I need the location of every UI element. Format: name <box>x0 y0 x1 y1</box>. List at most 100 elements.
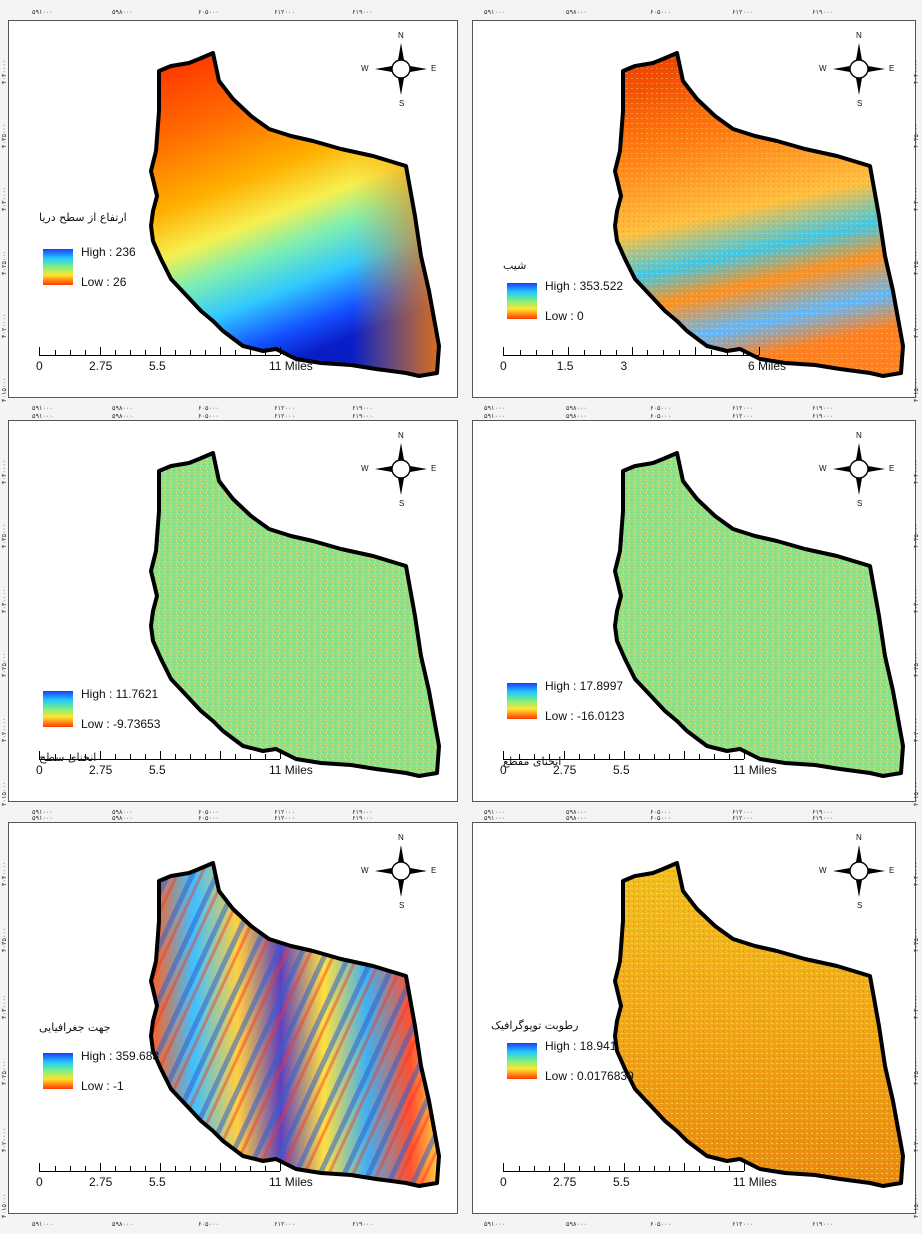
compass-n: N <box>856 31 862 40</box>
basin-raster <box>613 51 905 378</box>
x-coordinate-label: ۶۱۹۰۰۰ <box>352 815 373 822</box>
y-coordinate-label-right: ۴۰۲۰۰۰۰ <box>913 1127 920 1152</box>
y-coordinate-label-left: ۴۰۴۰۰۰۰ <box>1 59 8 84</box>
x-coordinate-label: ۶۱۲۰۰۰ <box>732 413 753 420</box>
y-coordinate-label-right: ۴۰۱۵۰۰۰ <box>913 377 920 402</box>
scale-label: 11 Miles <box>733 763 777 777</box>
x-coordinate-label: ۶۰۵۰۰۰ <box>198 413 219 420</box>
y-coordinate-label-left: ۴۰۲۰۰۰۰ <box>1 313 8 339</box>
x-coordinate-label: ۵۹۱۰۰۰ <box>484 413 505 420</box>
x-coordinate-label: ۶۱۹۰۰۰ <box>352 809 373 816</box>
x-coordinate-label: ۶۱۲۰۰۰ <box>732 405 753 412</box>
x-coordinate-label: ۶۱۲۰۰۰ <box>274 1221 295 1228</box>
x-coordinate-label: ۶۰۵۰۰۰ <box>198 815 219 822</box>
x-coordinate-label: ۶۱۲۰۰۰ <box>274 405 295 412</box>
x-coordinate-label: ۵۹۸۰۰۰ <box>566 815 587 822</box>
x-coordinate-label: ۵۹۱۰۰۰ <box>32 815 53 822</box>
scale-label: 5.5 <box>613 1175 630 1189</box>
legend-high-label: High : 17.8997 <box>545 679 624 693</box>
x-coordinate-label: ۶۱۲۰۰۰ <box>274 809 295 816</box>
scale-bar <box>39 1163 281 1172</box>
y-coordinate-label-right: ۴۰۲۵۰۰۰ <box>913 1060 920 1086</box>
y-coordinate-label-left: ۴۰۲۵۰۰۰ <box>1 250 8 275</box>
compass-s: S <box>399 499 405 508</box>
basin-raster <box>613 451 905 778</box>
legend-title: رطوبت توپوگرافیک <box>491 1019 579 1032</box>
scale-bar <box>39 347 281 356</box>
x-coordinate-label: ۵۹۸۰۰۰ <box>566 1221 587 1228</box>
compass-n: N <box>856 431 862 440</box>
y-coordinate-label-left: ۴۰۱۵۰۰۰ <box>1 377 8 402</box>
scale-label: 2.75 <box>553 763 577 777</box>
basin-raster <box>613 861 905 1188</box>
legend-color-ramp <box>507 1043 537 1079</box>
scale-label: 0 <box>500 763 507 777</box>
y-coordinate-label-right: ۴۰۲۰۰۰۰ <box>913 717 920 742</box>
north-arrow-icon: N S E W <box>361 833 436 910</box>
y-coordinate-label-right: ۴۰۲۵۰۰۰ <box>913 250 920 275</box>
x-coordinate-label: ۶۱۹۰۰۰ <box>812 815 833 822</box>
y-coordinate-label-right: ۴۰۳۵۰۰۰ <box>913 123 920 148</box>
y-coordinate-label-left: ۴۰۲۰۰۰۰ <box>1 717 8 742</box>
y-coordinate-label-left: ۴۰۳۵۰۰۰ <box>1 123 8 148</box>
x-coordinate-label: ۵۹۱۰۰۰ <box>32 9 53 16</box>
legend-color-ramp <box>43 1053 73 1089</box>
compass-e: E <box>889 64 895 73</box>
compass-n: N <box>398 833 404 842</box>
compass-n: N <box>398 31 404 40</box>
x-coordinate-label: ۵۹۸۰۰۰ <box>112 1221 133 1228</box>
x-coordinate-label: ۵۹۱۰۰۰ <box>484 1221 505 1228</box>
scale-label: 11 Miles <box>269 763 313 777</box>
y-coordinate-label-right: ۴۰۳۰۰۰۰ <box>913 994 920 1019</box>
x-coordinate-label: ۶۱۹۰۰۰ <box>352 405 373 412</box>
legend-low-label: Low : 0 <box>545 309 584 323</box>
x-coordinate-label: ۵۹۸۰۰۰ <box>112 815 133 822</box>
x-coordinate-label: ۶۱۹۰۰۰ <box>352 413 373 420</box>
legend-high-label: High : 236 <box>81 245 136 259</box>
scale-label: 1.5 <box>556 359 574 373</box>
y-coordinate-label-right: ۴۰۱۵۰۰۰ <box>913 781 920 806</box>
x-coordinate-label: ۶۰۵۰۰۰ <box>198 9 219 16</box>
y-coordinate-label-right: ۴۰۳۰۰۰۰ <box>913 186 920 212</box>
legend-title: انحنای سطح <box>39 751 97 764</box>
compass-s: S <box>857 901 863 910</box>
x-coordinate-label: ۶۱۹۰۰۰ <box>812 413 833 420</box>
scale-label: 2.75 <box>89 359 113 373</box>
x-coordinate-label: ۶۱۹۰۰۰ <box>812 9 833 16</box>
scale-label: 5.5 <box>149 359 166 373</box>
x-coordinate-label: ۶۰۵۰۰۰ <box>650 815 671 822</box>
scale-label: 0 <box>500 359 507 373</box>
scale-label: 0 <box>500 1175 507 1189</box>
scale-bar <box>503 347 760 356</box>
x-coordinate-label: ۶۰۵۰۰۰ <box>650 1221 671 1228</box>
y-coordinate-label-left: ۴۰۲۵۰۰۰ <box>1 652 8 678</box>
compass-w: W <box>361 866 369 875</box>
x-coordinate-label: ۵۹۱۰۰۰ <box>484 815 505 822</box>
north-arrow-icon: N S E W <box>361 431 436 508</box>
x-coordinate-label: ۶۱۲۰۰۰ <box>274 413 295 420</box>
compass-e: E <box>889 464 895 473</box>
y-coordinate-label-left: ۴۰۳۵۰۰۰ <box>1 523 8 549</box>
north-arrow-icon: N S E W <box>819 833 895 910</box>
scale-label: 5.5 <box>149 763 166 777</box>
y-coordinate-label-left: ۴۰۳۰۰۰۰ <box>1 186 8 212</box>
map-panel-6: رطوبت توپوگرافیک High : 18.941 Low : 0.017… <box>472 822 916 1214</box>
compass-e: E <box>889 866 895 875</box>
y-coordinate-label-left: ۴۰۲۵۰۰۰ <box>1 1060 8 1086</box>
map-panel-2: شیب High : 353.522 Low : 0 0 1.5 3 6 Miles N S E W <box>472 20 916 398</box>
y-coordinate-label-right: ۴۰۲۰۰۰۰ <box>913 313 920 339</box>
x-coordinate-label: ۵۹۸۰۰۰ <box>112 809 133 816</box>
legend-color-ramp <box>507 283 537 319</box>
compass-w: W <box>361 64 369 73</box>
compass-w: W <box>819 464 827 473</box>
y-coordinate-label-left: ۴۰۱۵۰۰۰ <box>1 1193 8 1218</box>
x-coordinate-label: ۶۱۲۰۰۰ <box>732 1221 753 1228</box>
scale-label: 0 <box>36 763 43 777</box>
compass-s: S <box>857 499 863 508</box>
compass-s: S <box>399 99 405 108</box>
x-coordinate-label: ۵۹۸۰۰۰ <box>566 9 587 16</box>
scale-label: 0 <box>36 359 43 373</box>
x-coordinate-label: ۶۱۹۰۰۰ <box>352 9 373 16</box>
x-coordinate-label: ۵۹۸۰۰۰ <box>112 405 133 412</box>
legend-high-label: High : 353.522 <box>545 279 624 293</box>
